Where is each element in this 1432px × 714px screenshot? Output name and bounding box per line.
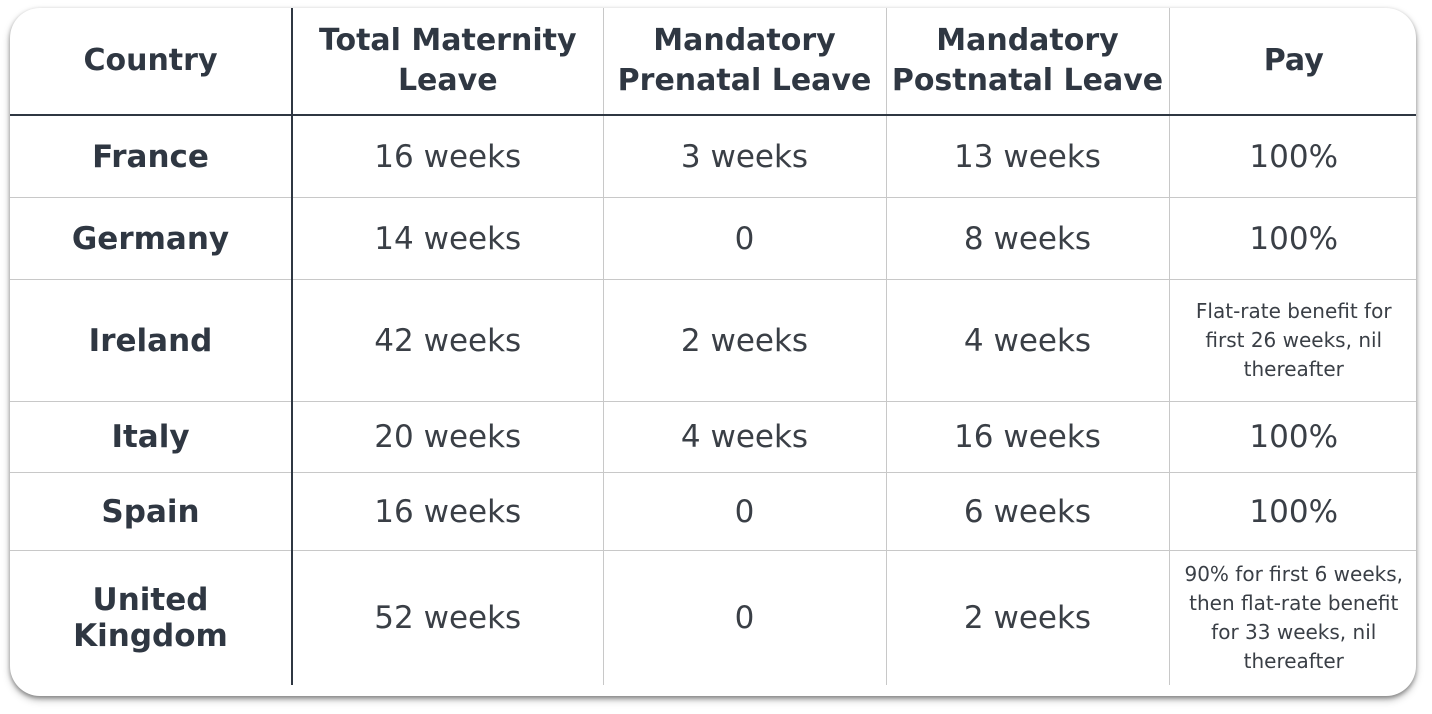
cell-total: 16 weeks bbox=[291, 115, 603, 198]
cell-total: 14 weeks bbox=[291, 197, 603, 280]
cell-pay: Flat-rate benefit for first 26 weeks, ni… bbox=[1168, 279, 1416, 402]
cell-country: Germany bbox=[10, 197, 293, 280]
cell-postnatal: 6 weeks bbox=[885, 472, 1169, 551]
cell-pay: 100% bbox=[1168, 197, 1416, 280]
cell-country: Spain bbox=[10, 472, 293, 551]
cell-total: 16 weeks bbox=[291, 472, 603, 551]
cell-postnatal: 16 weeks bbox=[885, 401, 1169, 473]
cell-pay: 100% bbox=[1168, 472, 1416, 551]
cell-prenatal: 3 weeks bbox=[602, 115, 886, 198]
cell-country: France bbox=[10, 115, 293, 198]
cell-prenatal: 0 bbox=[602, 197, 886, 280]
header-total-maternity-leave: Total Maternity Leave bbox=[291, 8, 603, 116]
table-row: Ireland 42 weeks 2 weeks 4 weeks Flat-ra… bbox=[10, 279, 1416, 402]
cell-postnatal: 4 weeks bbox=[885, 279, 1169, 402]
table-row: Germany 14 weeks 0 8 weeks 100% bbox=[10, 197, 1416, 280]
cell-postnatal: 13 weeks bbox=[885, 115, 1169, 198]
table-row: Spain 16 weeks 0 6 weeks 100% bbox=[10, 472, 1416, 551]
cell-country: United Kingdom bbox=[10, 550, 293, 685]
table-row: United Kingdom 52 weeks 0 2 weeks 90% fo… bbox=[10, 550, 1416, 685]
cell-country: Italy bbox=[10, 401, 293, 473]
cell-total: 42 weeks bbox=[291, 279, 603, 402]
cell-prenatal: 0 bbox=[602, 550, 886, 685]
table-body: France 16 weeks 3 weeks 13 weeks 100% Ge… bbox=[10, 115, 1416, 685]
table-row: Italy 20 weeks 4 weeks 16 weeks 100% bbox=[10, 401, 1416, 473]
cell-prenatal: 2 weeks bbox=[602, 279, 886, 402]
cell-pay: 100% bbox=[1168, 401, 1416, 473]
cell-prenatal: 0 bbox=[602, 472, 886, 551]
cell-total: 20 weeks bbox=[291, 401, 603, 473]
cell-country: Ireland bbox=[10, 279, 293, 402]
header-pay: Pay bbox=[1168, 8, 1416, 116]
maternity-leave-table: Country Total Maternity Leave Mandatory … bbox=[10, 8, 1416, 685]
cell-prenatal: 4 weeks bbox=[602, 401, 886, 473]
header-mandatory-prenatal-leave: Mandatory Prenatal Leave bbox=[602, 8, 886, 116]
header-country: Country bbox=[10, 8, 293, 116]
table-header: Country Total Maternity Leave Mandatory … bbox=[10, 8, 1416, 116]
cell-pay: 100% bbox=[1168, 115, 1416, 198]
table-row: France 16 weeks 3 weeks 13 weeks 100% bbox=[10, 115, 1416, 198]
table-card: Country Total Maternity Leave Mandatory … bbox=[10, 8, 1416, 696]
cell-postnatal: 2 weeks bbox=[885, 550, 1169, 685]
header-row: Country Total Maternity Leave Mandatory … bbox=[10, 8, 1416, 116]
header-mandatory-postnatal-leave: Mandatory Postnatal Leave bbox=[885, 8, 1169, 116]
cell-total: 52 weeks bbox=[291, 550, 603, 685]
cell-postnatal: 8 weeks bbox=[885, 197, 1169, 280]
cell-pay: 90% for first 6 weeks, then flat-rate be… bbox=[1168, 550, 1416, 685]
